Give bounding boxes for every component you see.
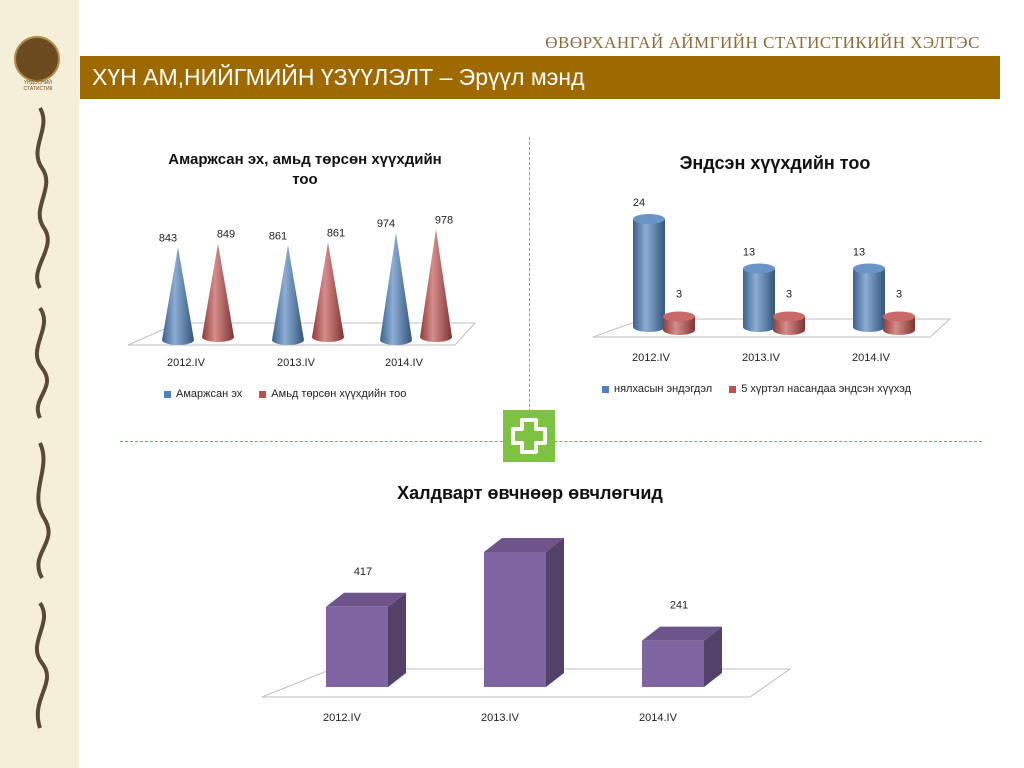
cylinder-under5-2013.IV <box>773 316 805 335</box>
bar-front-2012.IV <box>326 606 388 687</box>
data-label: 974 <box>377 218 395 230</box>
cone-mothers-2014.IV <box>380 232 412 345</box>
legend-item-under5-mortality: 5 хүртэл насандаа эндсэн хүүхэд <box>729 383 911 395</box>
bar-top-2012.IV <box>326 592 406 607</box>
bar-side-2012.IV <box>388 592 406 687</box>
x-tick-label: 2013.IV <box>481 712 520 724</box>
data-label: 13 <box>853 247 865 259</box>
data-label: 861 <box>269 230 287 242</box>
x-tick-label: 2014.IV <box>385 357 424 369</box>
cone-mothers-2013.IV <box>272 245 304 345</box>
cylinder-top <box>663 311 695 322</box>
chart-3-title: Халдварт өвчнөөр өвчлөгчид <box>397 483 663 503</box>
cylinder-top <box>853 263 885 274</box>
bar-front-2014.IV <box>642 640 704 687</box>
data-label: 978 <box>435 214 453 226</box>
data-label: 849 <box>217 229 235 241</box>
cylinder-top <box>743 263 775 274</box>
seal-text: ҮНДЭСНИЙ СТАТИСТИК <box>23 80 53 92</box>
x-tick-label: 2014.IV <box>639 712 678 724</box>
cylinder-infant-2013.IV <box>743 268 775 332</box>
cone-births-2013.IV <box>312 242 344 342</box>
data-label: 3 <box>786 289 792 301</box>
x-tick-label: 2012.IV <box>632 352 671 364</box>
cone-mothers-2012.IV <box>162 247 194 345</box>
data-label: 3 <box>896 289 902 301</box>
cylinder-top <box>773 311 805 322</box>
section-banner: ХҮН АМ,НИЙГМИЙН ҮЗҮҮЛЭЛТ – Эрүүл мэнд <box>80 56 1000 99</box>
cylinder-top <box>633 214 665 224</box>
statistics-seal-icon <box>14 36 60 82</box>
cone-births-2012.IV <box>202 243 234 342</box>
chart-2-legend: нялхасын эндэгдэл 5 хүртэл насандаа эндс… <box>602 383 925 395</box>
sidebar-ornament: ҮНДЭСНИЙ СТАТИСТИК <box>0 0 79 768</box>
medical-cross-icon <box>503 410 555 462</box>
cylinder-top <box>883 311 915 322</box>
data-label: 24 <box>633 197 645 209</box>
cylinder-infant-2014.IV <box>853 268 885 332</box>
mongolian-script-ornament <box>34 106 51 729</box>
chart-2-title: Эндсэн хүүхдийн тоо <box>679 153 871 173</box>
bar-front-2013.IV <box>484 552 546 687</box>
chart-1-legend: Амаржсан эх Амьд төрсөн хүүхдийн тоо <box>164 388 420 400</box>
cylinder-under5-2014.IV <box>883 316 915 335</box>
x-tick-label: 2013.IV <box>277 357 316 369</box>
bar-side-2014.IV <box>704 626 722 687</box>
vertical-divider <box>529 137 530 427</box>
x-tick-label: 2012.IV <box>323 712 362 724</box>
data-label: 417 <box>354 566 372 578</box>
cone-births-2014.IV <box>420 229 452 342</box>
legend-item-mothers: Амаржсан эх <box>164 388 242 400</box>
bar-top-2014.IV <box>642 626 722 641</box>
legend-item-infant-mortality: нялхасын эндэгдэл <box>602 383 712 395</box>
banner-title: ХҮН АМ,НИЙГМИЙН ҮЗҮҮЛЭЛТ – Эрүүл мэнд <box>92 64 585 90</box>
bar-top-2013.IV <box>484 538 564 552</box>
x-tick-label: 2013.IV <box>742 352 781 364</box>
cylinder-under5-2012.IV <box>663 316 695 335</box>
cylinder-infant-2012.IV <box>633 219 665 332</box>
data-label: 843 <box>159 232 177 244</box>
chart-births: 843 849 2012.IV 861 861 2013.IV 974 978 2014.IV <box>127 214 477 369</box>
chart-child-deaths: 24 3 2012.IV 13 3 2013.IV 13 3 2014.IV <box>592 197 952 364</box>
x-tick-label: 2012.IV <box>167 357 206 369</box>
data-label: 3 <box>676 289 682 301</box>
x-tick-label: 2014.IV <box>852 352 891 364</box>
data-label: 861 <box>327 227 345 239</box>
data-label: 241 <box>670 600 688 612</box>
chart-1-title: Амаржсан эх, амьд төрсөн хүүхдийн тоо <box>168 151 442 188</box>
legend-item-live-births: Амьд төрсөн хүүхдийн тоо <box>259 388 406 400</box>
bar-side-2013.IV <box>546 538 564 687</box>
data-label: 13 <box>743 247 755 259</box>
office-title: ӨВӨРХАНГАЙ АЙМГИЙН СТАТИСТИКИЙН ХЭЛТЭС <box>545 33 980 52</box>
